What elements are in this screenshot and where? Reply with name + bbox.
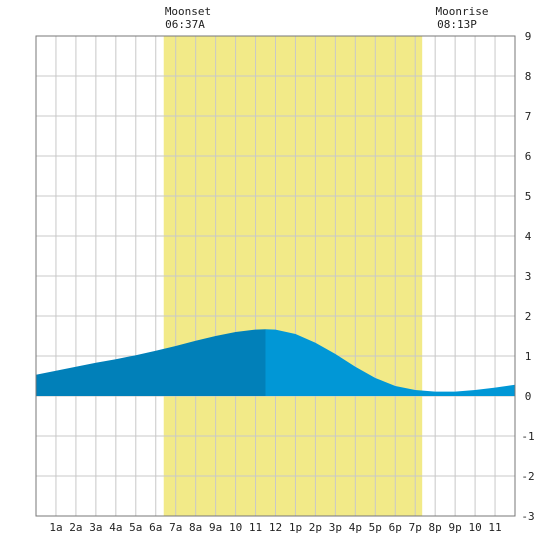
- x-tick-label: 7p: [409, 521, 422, 534]
- moonrise-label: Moonrise: [436, 5, 489, 18]
- y-tick-label: 2: [525, 310, 532, 323]
- y-tick-label: 7: [525, 110, 532, 123]
- moonset-label: Moonset: [165, 5, 211, 18]
- x-tick-label: 5a: [129, 521, 142, 534]
- x-tick-label: 6a: [149, 521, 162, 534]
- axis-layer: [35, 35, 516, 517]
- y-tick-label: -2: [521, 470, 534, 483]
- y-tick-label: 6: [525, 150, 532, 163]
- x-tick-label: 11: [488, 521, 501, 534]
- x-tick-label: 8a: [189, 521, 202, 534]
- y-tick-label: 8: [525, 70, 532, 83]
- tide-area-rising: [36, 329, 266, 396]
- grid-layer: [36, 36, 515, 516]
- x-tick-label: 2a: [69, 521, 82, 534]
- x-tick-label: 10: [468, 521, 481, 534]
- y-tick-label: -1: [521, 430, 534, 443]
- x-tick-label: 1p: [289, 521, 302, 534]
- moonrise-time: 08:13P: [437, 18, 477, 31]
- tick-label-layer: 1a 2a 3a 4a 5a 6a 7a 8a 9a 10 11 12 1p 2p 3p 4p 5p 6p 7p 8p…: [49, 30, 534, 534]
- moonset-time: 06:37A: [165, 18, 205, 31]
- y-tick-label: 4: [525, 230, 532, 243]
- x-tick-label: 7a: [169, 521, 182, 534]
- x-tick-label: 5p: [369, 521, 382, 534]
- x-tick-label: 4a: [109, 521, 122, 534]
- x-tick-label: 1a: [49, 521, 62, 534]
- x-tick-label: 10: [229, 521, 242, 534]
- y-tick-label: 1: [525, 350, 532, 363]
- x-tick-label: 6p: [389, 521, 402, 534]
- x-tick-label: 4p: [349, 521, 362, 534]
- x-tick-label: 11: [249, 521, 262, 534]
- y-tick-label: 9: [525, 30, 532, 43]
- x-tick-label: 9p: [449, 521, 462, 534]
- x-tick-label: 2p: [309, 521, 322, 534]
- x-tick-label: 12: [269, 521, 282, 534]
- x-tick-label: 3p: [329, 521, 342, 534]
- y-tick-label: 0: [525, 390, 532, 403]
- y-tick-label: -3: [521, 510, 534, 523]
- x-tick-label: 3a: [89, 521, 102, 534]
- y-tick-label: 3: [525, 270, 532, 283]
- tide-area-falling: [265, 329, 515, 396]
- plot-frame: [35, 35, 516, 517]
- x-tick-label: 9a: [209, 521, 222, 534]
- tide-area-layer: [36, 329, 515, 396]
- y-tick-label: 5: [525, 190, 532, 203]
- x-tick-label: 8p: [429, 521, 442, 534]
